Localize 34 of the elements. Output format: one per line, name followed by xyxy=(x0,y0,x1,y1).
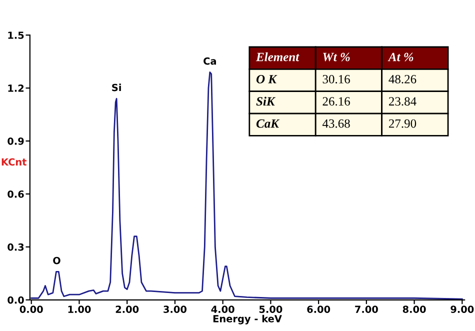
annotation: O xyxy=(53,256,60,264)
y-tick-label: 1.2 xyxy=(8,84,24,92)
y-tick-label: 0.3 xyxy=(8,243,24,251)
x-tick-label: 5.00 xyxy=(259,306,282,313)
annotation: Wt % xyxy=(323,52,350,62)
annotation: 23.84 xyxy=(388,97,416,106)
annotation: 26.16 xyxy=(322,97,350,106)
annotation: Element xyxy=(256,52,300,62)
annotation: Si xyxy=(112,84,121,92)
x-axis-title: Energy - keV xyxy=(213,314,282,324)
x-tick-label: 7.00 xyxy=(355,306,378,313)
annotation: O K xyxy=(256,74,278,84)
annotation: 48.26 xyxy=(388,74,416,84)
y-tick-label: 0.6 xyxy=(8,190,24,198)
annotation: Ca xyxy=(204,57,216,65)
x-tick-label: 1.00 xyxy=(68,306,91,313)
annotation: CaK xyxy=(256,119,280,128)
annotation: 43.68 xyxy=(322,119,350,128)
y-axis-title: KCnt xyxy=(2,158,27,166)
annotation: 27.90 xyxy=(388,119,416,128)
annotation: SiK xyxy=(256,96,276,106)
annotation: 30.16 xyxy=(322,74,350,84)
x-tick-label: 4.00 xyxy=(211,306,234,313)
y-tick-label: 1.5 xyxy=(8,32,24,39)
x-tick-label: 2.00 xyxy=(116,306,139,313)
x-tick-label: 0.00 xyxy=(20,306,43,313)
y-tick-label: 0.0 xyxy=(8,296,24,304)
x-tick-label: 8.00 xyxy=(402,306,426,313)
x-tick-label: 9.00 xyxy=(450,306,474,313)
y-tick-label: 0.9 xyxy=(8,137,24,145)
annotation: At % xyxy=(388,52,414,62)
x-tick-label: 6.00 xyxy=(307,306,330,313)
line-series xyxy=(30,71,463,300)
x-tick-label: 3.00 xyxy=(164,306,186,313)
